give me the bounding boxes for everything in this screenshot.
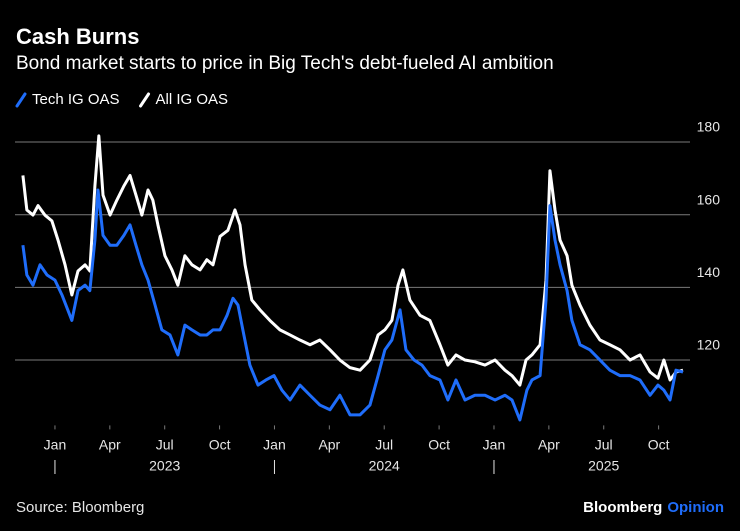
x-tick-label: Oct: [209, 437, 231, 453]
y-tick-label: 140: [697, 264, 721, 280]
brand-name: Bloomberg: [583, 499, 662, 516]
x-group-label: 2023: [149, 458, 180, 474]
legend-label: All IG OAS: [156, 91, 229, 108]
source-note: Source: Bloomberg: [16, 499, 144, 516]
x-tick-label: Jul: [156, 437, 174, 453]
legend-swatch: [139, 92, 151, 108]
legend-swatch: [15, 92, 27, 108]
brand: Bloomberg Opinion: [583, 499, 724, 516]
grid: 120 140 160 180 Jan Apr Jul Oct Jan Apr Jul Oct Jan A…: [15, 119, 720, 474]
x-tick-label: Apr: [318, 437, 340, 453]
chart-title: Cash Burns: [16, 24, 139, 49]
series-line: [21, 134, 684, 387]
plot-area: [21, 134, 684, 422]
legend-label: Tech IG OAS: [32, 91, 120, 108]
x-group-label: 2025: [588, 458, 619, 474]
x-tick-label: Jul: [595, 437, 613, 453]
y-tick-label: 160: [697, 191, 721, 207]
x-tick-label: Jul: [375, 437, 393, 453]
legend: Tech IG OAS All IG OAS: [15, 91, 229, 108]
x-tick-label: Oct: [648, 437, 670, 453]
x-tick-label: Apr: [99, 437, 121, 453]
x-tick-label: Apr: [538, 437, 560, 453]
y-tick-label: 120: [697, 337, 721, 353]
x-group-label: 2024: [369, 458, 400, 474]
x-tick-label: Jan: [44, 437, 67, 453]
x-tick-label: Oct: [428, 437, 450, 453]
x-tick-label: Jan: [263, 437, 286, 453]
y-tick-label: 180: [697, 119, 721, 135]
brand-suffix: Opinion: [667, 499, 724, 516]
series-line: [21, 188, 684, 422]
x-tick-label: Jan: [483, 437, 506, 453]
chart-subtitle: Bond market starts to price in Big Tech'…: [16, 53, 554, 74]
